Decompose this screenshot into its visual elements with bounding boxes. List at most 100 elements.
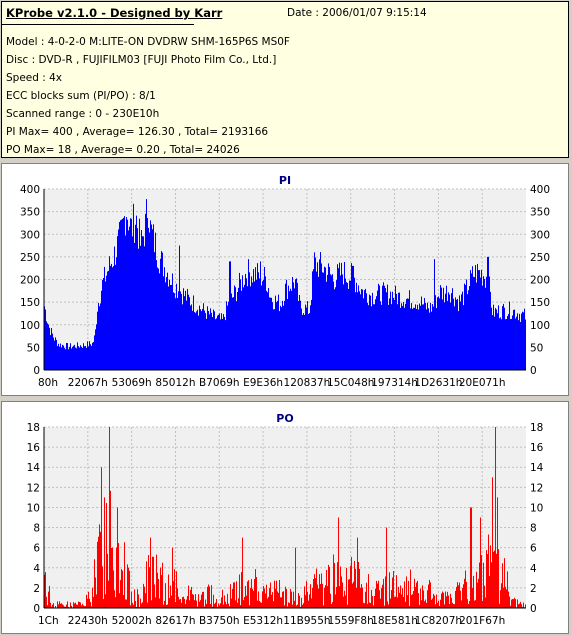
po-bar — [111, 548, 112, 608]
po-bar — [389, 572, 390, 608]
pi-bar — [290, 288, 291, 370]
po-bar — [188, 585, 189, 608]
po-bar — [250, 587, 251, 608]
pi-bar — [497, 313, 498, 370]
pi-bar — [110, 265, 111, 370]
po-bar — [469, 600, 470, 608]
po-bar — [489, 576, 490, 608]
pi-bar — [172, 273, 173, 370]
pi-bar — [181, 293, 182, 370]
po-bar — [370, 603, 371, 608]
pi-bar — [85, 346, 86, 370]
po-bar — [103, 599, 104, 608]
po-bar — [160, 567, 161, 608]
po-bar — [459, 582, 460, 608]
pi-bar — [406, 298, 407, 370]
po-bar — [330, 593, 331, 608]
pi-bar — [146, 199, 147, 370]
pi-bar — [397, 304, 398, 370]
pi-bar — [191, 304, 192, 370]
po-bar — [366, 582, 367, 608]
pi-bar — [313, 269, 314, 370]
po-bar — [422, 585, 423, 608]
pi-bar — [464, 283, 465, 370]
po-bar — [90, 602, 91, 608]
po-bar — [63, 605, 64, 608]
po-bar — [232, 588, 233, 608]
pi-chart: PI 0 0 50 50 100 100 150 150 200 200 250 250 300 300 35… — [20, 174, 550, 389]
po-bar — [441, 593, 442, 608]
po-bar — [234, 582, 235, 608]
po-xtick-label: E5312h — [243, 615, 283, 627]
pi-bar — [428, 308, 429, 370]
po-bar — [417, 580, 418, 608]
pi-bar — [207, 306, 208, 370]
po-bar — [360, 587, 361, 608]
po-bar — [269, 588, 270, 608]
po-bar — [97, 541, 98, 608]
pi-bar — [168, 286, 169, 370]
po-bar — [288, 602, 289, 608]
pi-bar — [519, 313, 520, 370]
po-bar — [445, 591, 446, 608]
po-bar — [75, 602, 76, 608]
pi-bar — [283, 305, 284, 370]
pi-bar — [431, 311, 432, 370]
pi-bar — [74, 344, 75, 370]
po-bar — [318, 588, 319, 608]
po-ytick-right: 4 — [530, 563, 537, 575]
po-bar — [484, 585, 485, 608]
pi-bar — [398, 292, 399, 370]
po-bar — [418, 593, 419, 608]
po-bar — [212, 606, 213, 608]
pi-bar — [488, 256, 489, 370]
pi-bar — [311, 299, 312, 370]
pi-bar — [182, 304, 183, 370]
pi-bar — [107, 271, 108, 370]
pi-bar — [344, 261, 345, 370]
pi-ytick-left: 150 — [20, 297, 40, 309]
po-bar — [145, 593, 146, 608]
pi-bar — [256, 279, 257, 370]
po-bar — [196, 600, 197, 608]
po-bar — [505, 586, 506, 608]
po-bar — [475, 600, 476, 608]
pi-bar — [477, 263, 478, 370]
po-bar — [518, 604, 519, 608]
po-bar — [243, 600, 244, 608]
po-bar — [89, 598, 90, 608]
po-bar — [67, 601, 68, 608]
pi-bar — [385, 288, 386, 370]
pi-bar — [45, 309, 46, 370]
po-bar — [142, 602, 143, 608]
pi-bar — [77, 342, 78, 370]
po-bar — [189, 600, 190, 608]
po-bar — [222, 589, 223, 608]
po-bar — [209, 586, 210, 608]
po-bar — [338, 517, 339, 608]
pi-bar — [158, 268, 159, 370]
pi-bar — [388, 304, 389, 370]
pi-bar — [427, 302, 428, 370]
pi-bar — [455, 297, 456, 370]
po-bar — [226, 604, 227, 608]
pi-bar — [177, 297, 178, 370]
pi-bar — [228, 301, 229, 370]
pi-bar — [124, 216, 125, 370]
pi-bar — [167, 272, 168, 370]
pi-bar — [395, 285, 396, 370]
po-bar — [483, 562, 484, 608]
po-bar — [278, 592, 279, 608]
po-bar — [155, 597, 156, 608]
po-bar — [473, 575, 474, 608]
po-bar — [257, 600, 258, 608]
pi-bar — [94, 335, 95, 370]
pi-bar — [310, 305, 311, 370]
pi-ytick-left: 250 — [20, 252, 40, 264]
po-bar — [166, 605, 167, 608]
po-bar — [249, 605, 250, 608]
po-bar — [192, 594, 193, 608]
po-bar — [154, 584, 155, 608]
pi-ytick-right: 300 — [530, 229, 550, 241]
pi-bar — [362, 289, 363, 370]
